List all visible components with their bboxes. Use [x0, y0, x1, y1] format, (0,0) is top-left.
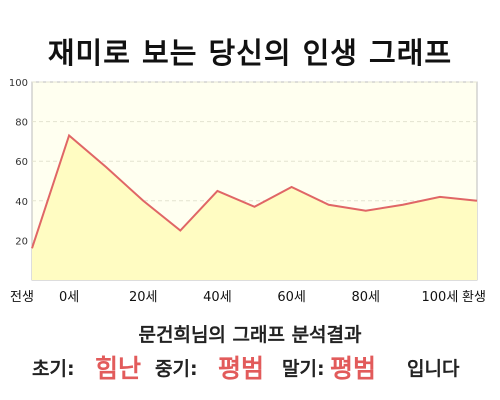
y-axis-labels: 20 40 60 80 100 — [9, 78, 28, 247]
y-tick-label: 40 — [15, 197, 28, 208]
x-tick-label: 80세 — [351, 290, 380, 305]
late-value: 평범 — [330, 354, 377, 383]
analysis-result: 초기: 힘난 중기: 평범 말기: 평범 입니다 — [0, 348, 500, 383]
x-tick-label: 60세 — [277, 290, 306, 305]
y-tick-label: 100 — [9, 78, 28, 89]
y-tick-label: 20 — [15, 236, 28, 247]
early-value: 힘난 — [95, 354, 142, 383]
x-tick-label: 환생 — [462, 290, 486, 305]
x-axis-labels: 전생 0세 20세 40세 60세 80세 100세 환생 — [10, 290, 486, 305]
x-tick-label: 0세 — [59, 290, 79, 305]
x-tick-label: 20세 — [129, 290, 158, 305]
y-tick-label: 60 — [15, 157, 28, 168]
mid-label: 중기: — [155, 358, 198, 380]
x-tick-label: 40세 — [203, 290, 232, 305]
early-label: 초기: — [32, 358, 75, 380]
x-tick-label: 전생 — [10, 290, 34, 305]
result-suffix: 입니다 — [407, 358, 460, 380]
page-title: 재미로 보는 당신의 인생 그래프 — [47, 36, 453, 70]
late-label: 말기: — [282, 358, 325, 380]
mid-value: 평범 — [218, 354, 265, 383]
x-tick-label: 100세 — [422, 290, 459, 305]
series-line — [31, 133, 478, 249]
life-graph-chart: 20 40 60 80 100 전생 0세 20세 40세 60세 80세 100세 환생 — [9, 78, 486, 305]
y-tick-label: 80 — [15, 118, 28, 129]
analysis-subtitle: 문건희님의 그래프 분석결과 — [138, 324, 362, 346]
